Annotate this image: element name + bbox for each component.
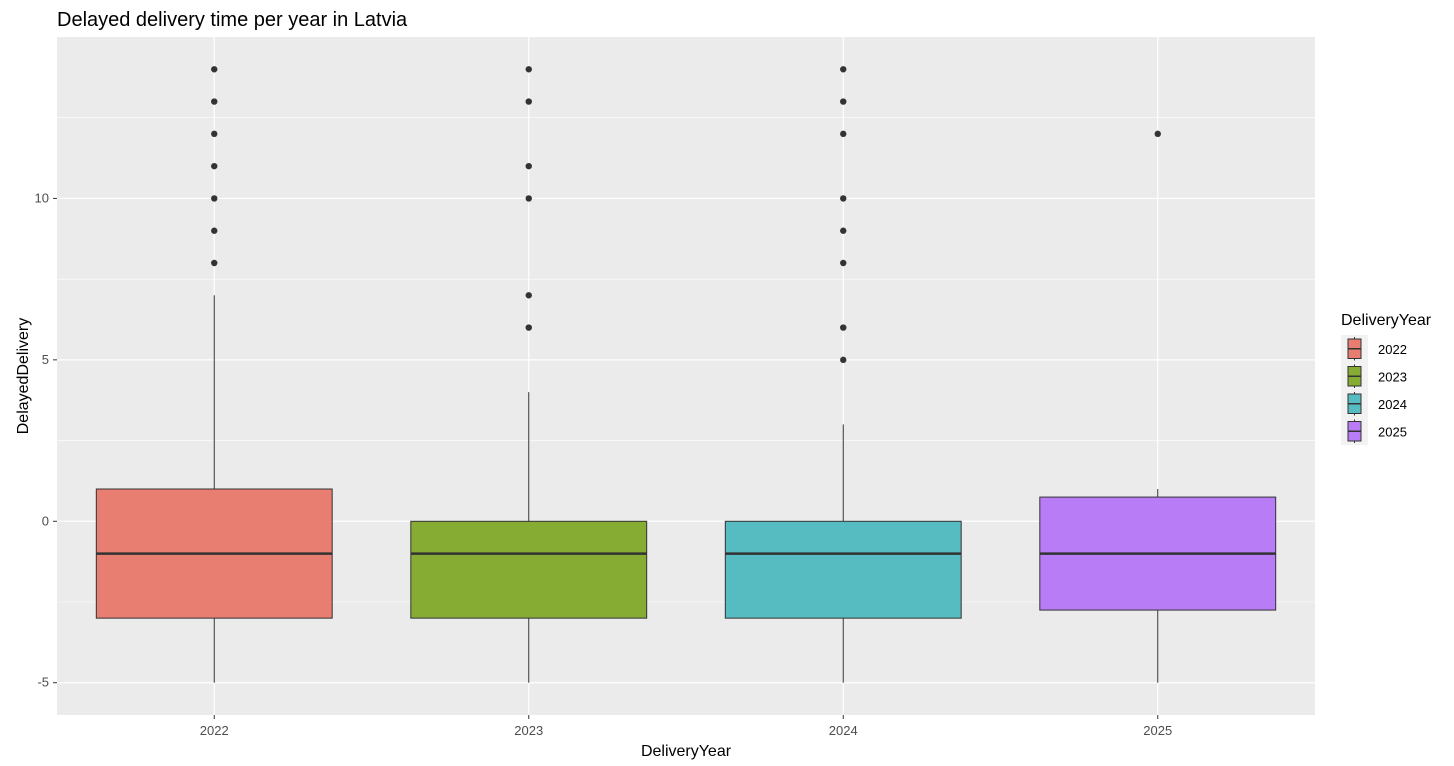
x-tick-label: 2024 [829, 723, 858, 738]
legend-label: 2025 [1378, 424, 1407, 439]
y-axis: -5 0 5 10 [35, 190, 57, 690]
outlier-point [840, 356, 847, 364]
legend-label: 2023 [1378, 369, 1407, 384]
y-tick-label: 10 [35, 190, 49, 205]
legend-item-2022: 2022 [1341, 335, 1407, 363]
legend-label: 2024 [1378, 397, 1407, 412]
y-tick-label: 0 [42, 513, 49, 528]
box-2024 [724, 66, 962, 683]
box-2022 [95, 66, 333, 683]
outlier-point [525, 98, 532, 105]
outlier-point [525, 66, 532, 73]
outlier-point [211, 130, 218, 138]
outlier-point [525, 195, 532, 202]
outlier-point [525, 292, 532, 299]
outlier-point [211, 227, 218, 234]
y-axis-title: DelayedDelivery [15, 318, 32, 435]
outlier-point [525, 162, 532, 170]
outlier-point [840, 324, 847, 331]
x-tick-label: 2022 [200, 723, 229, 738]
outlier-point [840, 130, 847, 138]
legend-item-2024: 2024 [1341, 390, 1407, 418]
outlier-point [525, 324, 532, 331]
box-body [724, 520, 962, 619]
outlier-point [840, 195, 847, 202]
legend: DeliveryYear 2022 2023 2024 2025 [1341, 312, 1432, 445]
outlier-point [211, 98, 218, 105]
box-2023 [410, 66, 648, 683]
outlier-point [840, 259, 847, 267]
legend-label: 2022 [1378, 342, 1407, 357]
x-axis-title: DeliveryYear [641, 743, 732, 760]
x-axis: 2022 2023 2024 2025 [200, 715, 1172, 738]
outlier-point [211, 259, 218, 267]
box-body [410, 520, 648, 619]
box-series [95, 66, 1277, 683]
outlier-point [1154, 130, 1161, 138]
outlier-point [840, 66, 847, 73]
legend-title: DeliveryYear [1341, 312, 1432, 329]
x-tick-label: 2023 [514, 723, 543, 738]
outlier-point [840, 227, 847, 234]
x-tick-label: 2025 [1143, 723, 1172, 738]
chart-title: Delayed delivery time per year in Latvia [57, 9, 408, 31]
legend-item-2025: 2025 [1341, 417, 1407, 445]
box-2025 [1039, 130, 1277, 683]
legend-item-2023: 2023 [1341, 362, 1407, 390]
outlier-point [211, 162, 218, 170]
y-tick-label: -5 [37, 675, 49, 690]
outlier-point [211, 195, 218, 202]
outlier-point [211, 66, 218, 73]
outlier-point [840, 98, 847, 105]
y-tick-label: 5 [42, 352, 49, 367]
